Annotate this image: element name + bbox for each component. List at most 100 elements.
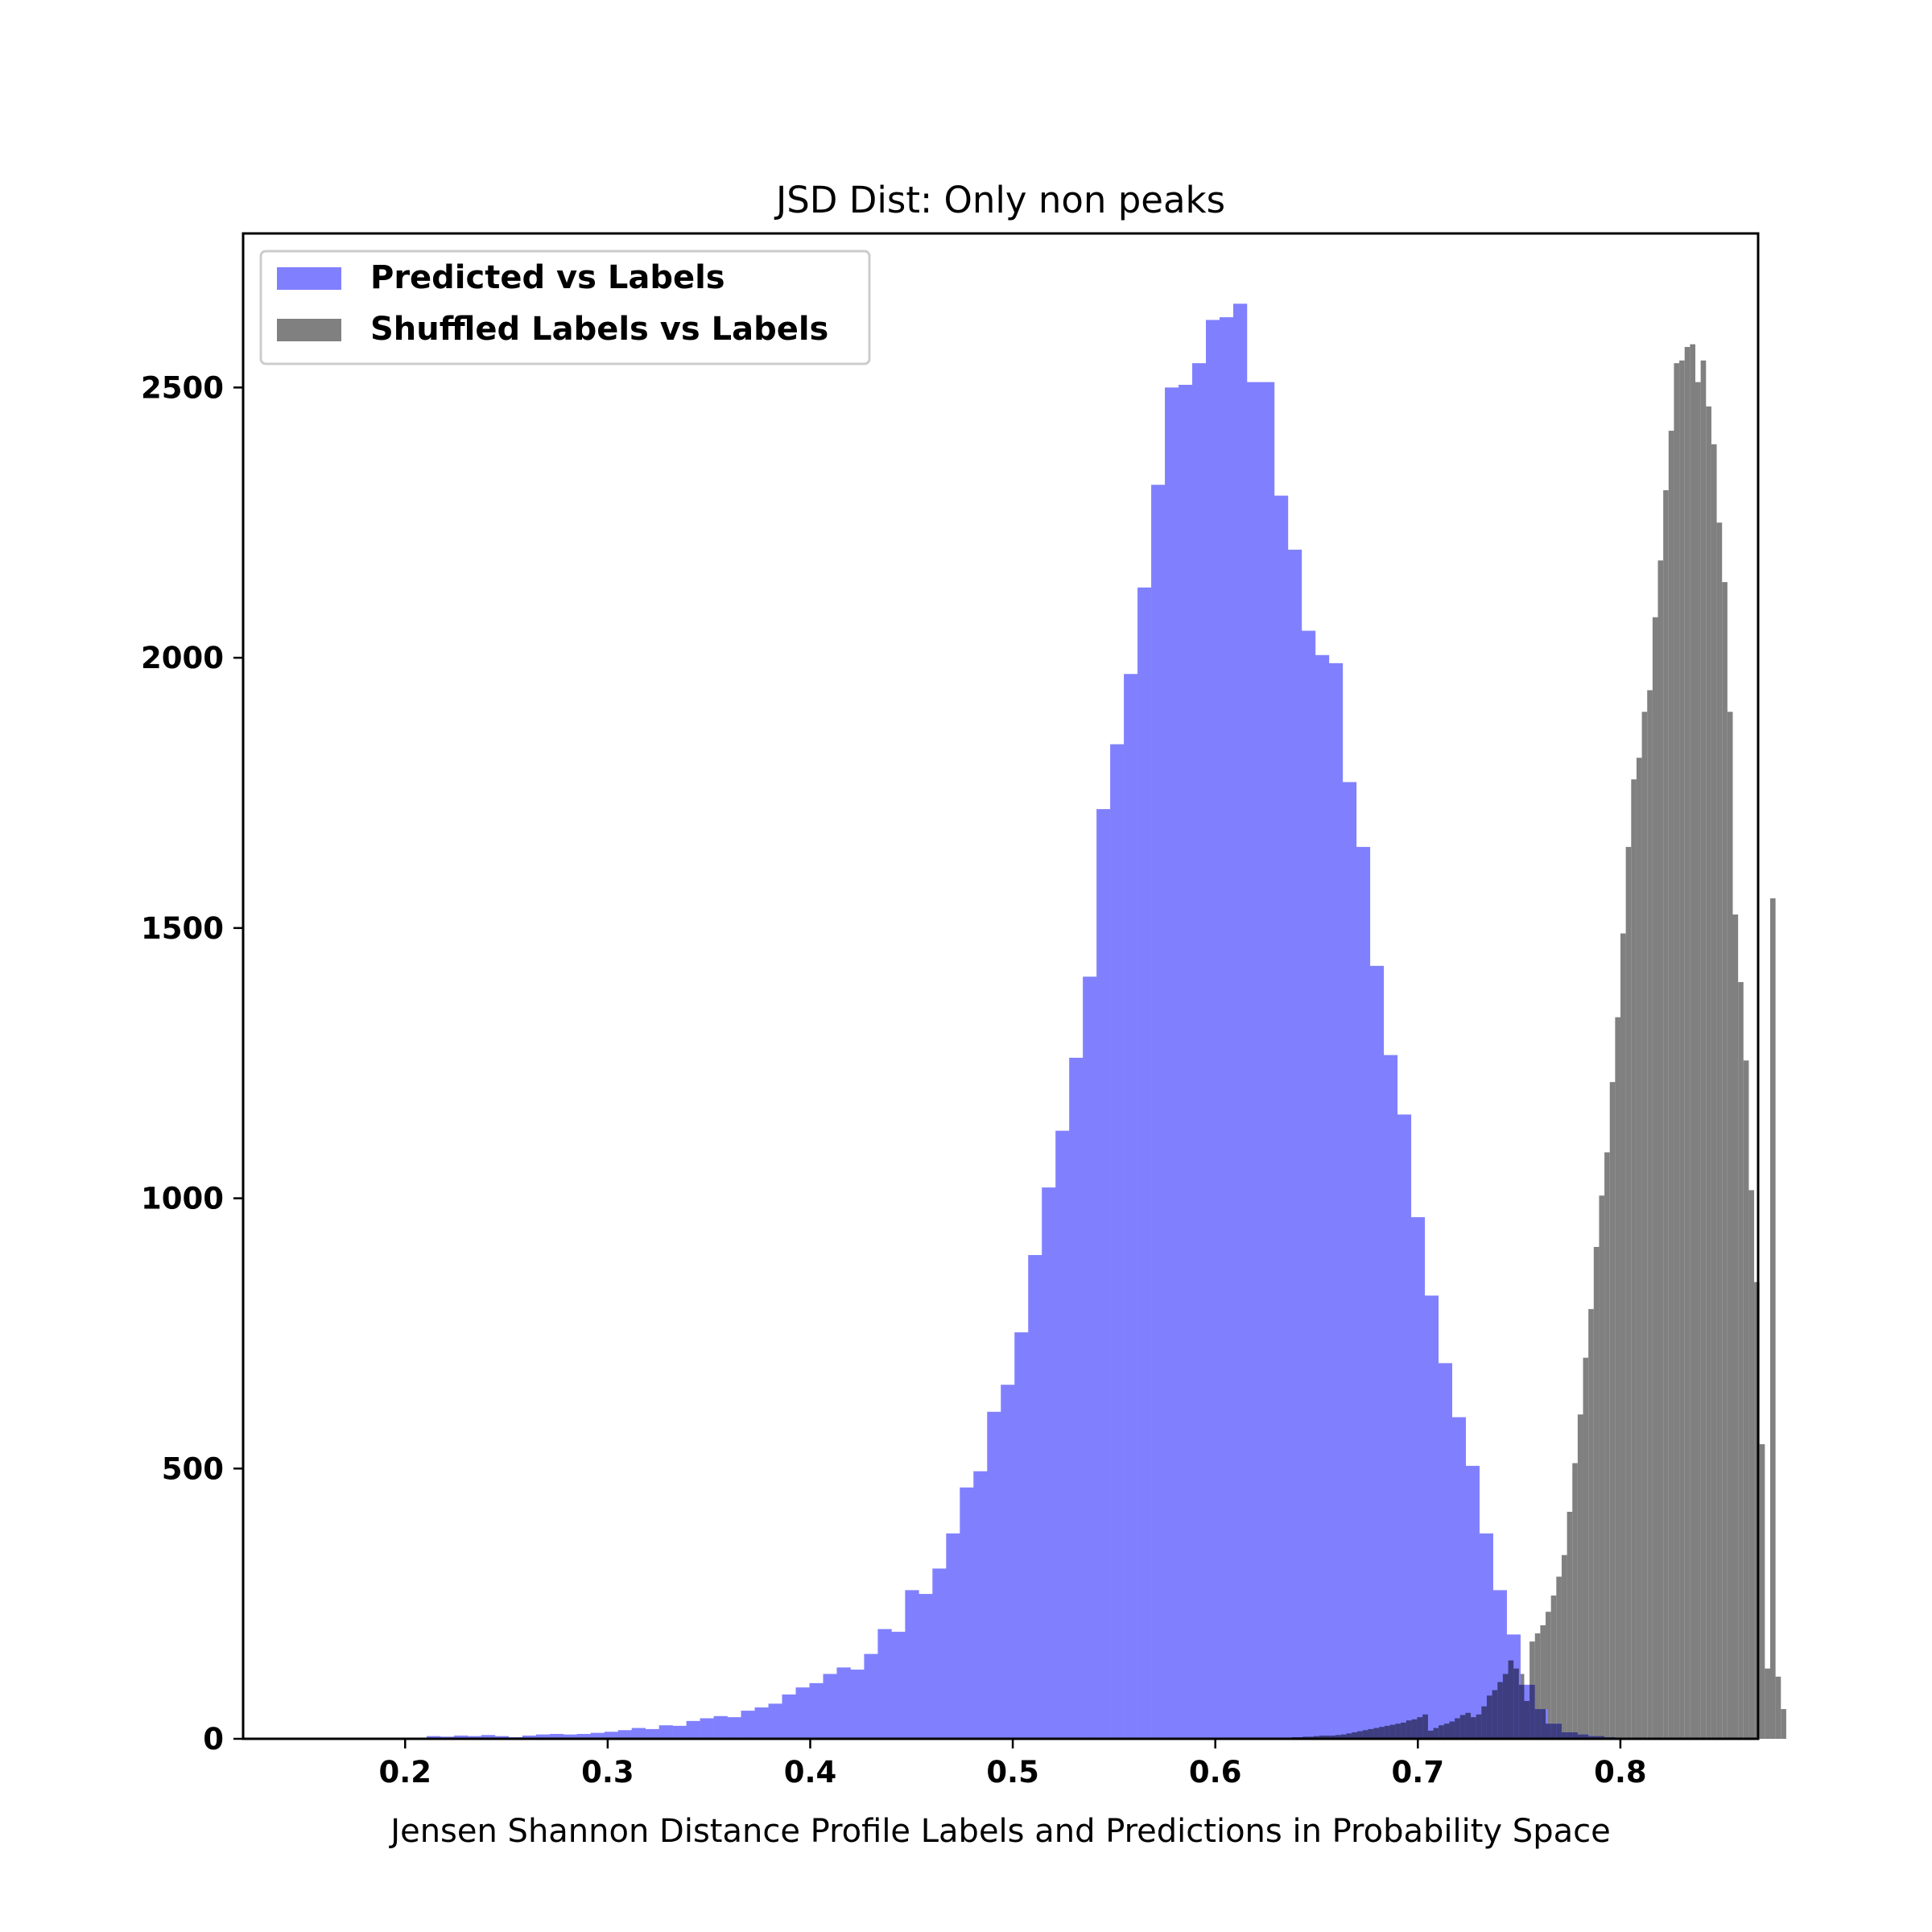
shuffled-bar <box>1588 1309 1594 1739</box>
predicted-bar <box>1151 485 1166 1739</box>
predicted-bar <box>1274 495 1289 1739</box>
shuffled-bar <box>1583 1357 1589 1739</box>
predicted-bar <box>877 1629 892 1739</box>
predicted-bar <box>850 1670 865 1739</box>
predicted-bar <box>1001 1385 1015 1739</box>
overlap-bar <box>1481 1706 1487 1739</box>
legend-box <box>259 250 871 365</box>
predicted-bar <box>522 1735 537 1739</box>
overlap-bar <box>1556 1724 1562 1739</box>
predicted-bar <box>1369 965 1385 1739</box>
overlap-bar <box>1593 1736 1600 1739</box>
overlap-bar <box>1534 1709 1541 1739</box>
legend: Predicted vs Labels Shuffled Labels vs La… <box>259 250 871 365</box>
predicted-bar <box>713 1715 728 1739</box>
overlap-bar <box>1368 1728 1374 1739</box>
predicted-bar <box>1083 976 1097 1739</box>
predicted-bar <box>700 1718 714 1739</box>
x-tick-label: 0.5 <box>986 1755 1039 1790</box>
overlap-bar <box>1518 1684 1525 1739</box>
predicted-bar <box>891 1632 906 1739</box>
predicted-bar <box>1014 1332 1029 1739</box>
predicted-bar <box>1096 809 1111 1739</box>
x-axis-title: Jensen Shannon Distance Profile Labels a… <box>388 1813 1610 1850</box>
shuffled-bar <box>1572 1463 1578 1739</box>
overlap-bar <box>1546 1724 1551 1739</box>
predicted-bar <box>1301 630 1316 1740</box>
shuffled-bar <box>1615 1017 1621 1739</box>
shuffled-bar <box>1695 382 1701 1739</box>
shuffled-bar <box>1641 712 1648 1739</box>
shuffled-bar <box>1706 406 1711 1739</box>
shuffled-bar <box>1743 1060 1749 1739</box>
predicted-bar <box>645 1728 659 1739</box>
y-axis: 0 500 1000 1500 2000 2500 <box>141 370 243 1757</box>
overlap-bar <box>1567 1732 1573 1739</box>
predicted-bar <box>1342 782 1357 1739</box>
y-tick-label: 0 <box>203 1722 224 1757</box>
predicted-bar <box>549 1733 564 1739</box>
overlap-bar <box>1411 1719 1418 1739</box>
overlap-bar <box>1572 1732 1578 1739</box>
predicted-bar <box>905 1590 919 1739</box>
predicted-bar <box>823 1674 837 1739</box>
x-tick-label: 0.8 <box>1594 1755 1647 1790</box>
overlap-bar <box>1346 1733 1352 1739</box>
predicted-series-bars <box>426 303 1630 1740</box>
overlap-bar <box>1357 1731 1363 1739</box>
shuffled-bar <box>1663 489 1669 1740</box>
overlap-bar <box>1588 1736 1594 1739</box>
shuffled-bar <box>1732 914 1739 1739</box>
overlap-bar <box>1335 1735 1341 1739</box>
overlap-bar <box>1352 1732 1358 1739</box>
shuffled-bar <box>1546 1612 1551 1739</box>
shuffled-bar <box>1722 582 1728 1740</box>
overlap-bar <box>1401 1722 1406 1739</box>
overlap-bar <box>1476 1714 1482 1739</box>
predicted-bar <box>1069 1057 1084 1739</box>
shuffled-bar <box>1636 758 1642 1740</box>
predicted-bar <box>1451 1417 1466 1739</box>
legend-label: Shuffled Labels vs Labels <box>370 311 828 348</box>
predicted-bar <box>1438 1363 1453 1739</box>
overlap-bar <box>1330 1735 1336 1739</box>
x-tick-label: 0.2 <box>379 1755 432 1790</box>
overlap-bar <box>1492 1690 1498 1739</box>
predicted-bar <box>987 1411 1001 1739</box>
shuffled-bar <box>1534 1633 1541 1739</box>
predicted-bar <box>453 1735 469 1739</box>
overlap-bar <box>1340 1734 1347 1739</box>
overlap-bar <box>1439 1725 1444 1739</box>
shuffled-bar <box>1679 360 1685 1739</box>
overlap-bar <box>1427 1730 1434 1739</box>
legend-swatch <box>277 319 341 341</box>
overlap-bar <box>1314 1736 1319 1739</box>
shuffled-bar <box>1620 933 1626 1739</box>
legend-label: Predicted vs Labels <box>370 259 725 296</box>
predicted-bar <box>1124 674 1138 1740</box>
shuffled-bar <box>1599 1195 1605 1739</box>
overlap-bar <box>1561 1732 1567 1739</box>
x-tick-label: 0.7 <box>1392 1755 1445 1790</box>
plot-frame <box>242 232 1760 1740</box>
shuffled-bar <box>1684 347 1690 1739</box>
overlap-bar <box>1550 1724 1557 1739</box>
x-axis: 0.2 0.3 0.4 0.5 0.6 0.7 0.8 <box>379 1739 1647 1790</box>
overlap-bar <box>1465 1712 1472 1739</box>
overlap-bar <box>1379 1727 1385 1739</box>
legend-swatch <box>277 267 341 290</box>
predicted-bar <box>1192 363 1207 1739</box>
predicted-bar <box>754 1707 769 1739</box>
predicted-bar <box>1206 320 1220 1740</box>
overlap-bar <box>1471 1717 1476 1739</box>
predicted-bar <box>1042 1187 1056 1739</box>
shuffled-bar <box>1625 847 1632 1739</box>
overlap-bar <box>1443 1724 1450 1739</box>
overlap-bars <box>1281 1660 1632 1739</box>
predicted-bar <box>1410 1217 1426 1739</box>
predicted-bar <box>795 1687 810 1739</box>
shuffled-bar <box>1609 1082 1616 1739</box>
predicted-bar <box>563 1734 578 1739</box>
overlap-bar <box>1459 1715 1466 1739</box>
